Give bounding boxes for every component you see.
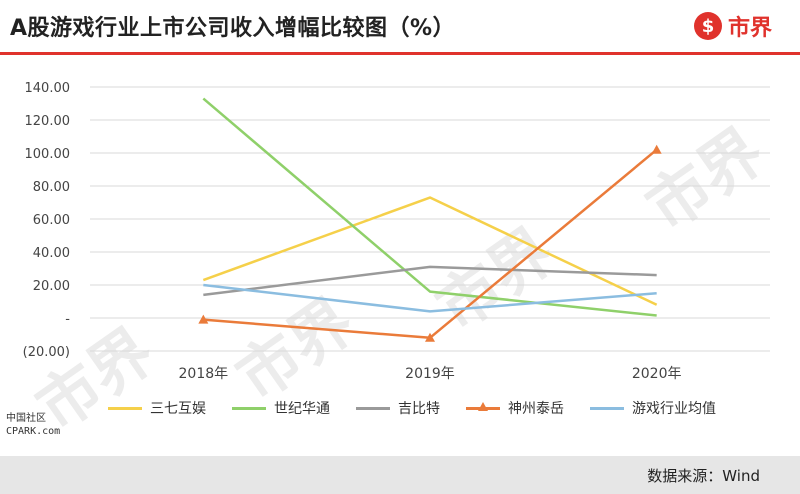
- x-tick-label: 2019年: [405, 366, 455, 382]
- footer: 数据来源：Wind: [0, 456, 800, 494]
- y-tick-label: (20.00): [23, 345, 70, 360]
- legend-item: 游戏行业均值: [590, 398, 716, 418]
- legend-label: 吉比特: [398, 401, 440, 417]
- legend-label: 游戏行业均值: [632, 401, 716, 417]
- legend-swatch: [590, 406, 624, 410]
- corner-watermark-line: CPARK.com: [6, 426, 61, 437]
- legend-swatch: [108, 406, 142, 410]
- line-chart: (20.00) - 20.00 40.00 60.00 80.00 100.00 120.00…: [23, 81, 770, 382]
- series-line: [202, 196, 658, 306]
- y-tick-label: 20.00: [33, 279, 70, 294]
- data-point-marker: [651, 144, 662, 154]
- data-point-marker: [198, 314, 209, 324]
- legend-swatch: [466, 401, 500, 411]
- legend-item: 三七互娱: [108, 398, 206, 418]
- legend-marker: [478, 401, 488, 411]
- corner-watermark-line: 中国社区: [6, 413, 46, 424]
- y-tick-label: 120.00: [25, 114, 71, 129]
- x-tick-label: 2020年: [632, 366, 682, 382]
- series-line: [203, 283, 657, 313]
- data-point-marker: [425, 332, 435, 342]
- chart-title: A股游戏行业上市公司收入增幅比较图（%）: [10, 16, 456, 41]
- corner-watermark: 中国社区 CPARK.com: [6, 412, 60, 438]
- y-tick-label: 80.00: [33, 180, 70, 195]
- series-line: [203, 265, 657, 297]
- legend-swatch: [356, 406, 390, 410]
- series-line: [202, 97, 657, 317]
- y-tick-label: 60.00: [33, 213, 70, 228]
- data-source: 数据来源：Wind: [647, 467, 760, 485]
- brand-name: 市界: [727, 16, 772, 41]
- legend-label: 神州泰岳: [508, 401, 564, 417]
- legend-label: 三七互娱: [150, 401, 206, 417]
- y-tick-label: 100.00: [25, 147, 71, 162]
- x-tick-label: 2018年: [179, 366, 229, 382]
- legend-swatch: [232, 406, 266, 410]
- header-divider: [0, 52, 800, 55]
- dollar-icon: $: [693, 12, 722, 40]
- legend-item: 世纪华通: [232, 398, 330, 418]
- legend-item: 神州泰岳: [466, 398, 564, 418]
- y-tick-label: 140.00: [25, 81, 71, 96]
- y-tick-label: -: [65, 312, 70, 327]
- chart-legend: 三七互娱 世纪华通 吉比特 神州泰岳 游戏行业均值: [108, 398, 716, 418]
- header: A股游戏行业上市公司收入增幅比较图（%） $ 市界: [0, 0, 800, 52]
- legend-item: 吉比特: [356, 398, 440, 418]
- brand-logo: $ 市界: [693, 8, 772, 44]
- y-tick-label: 40.00: [33, 246, 70, 261]
- legend-label: 世纪华通: [274, 401, 330, 417]
